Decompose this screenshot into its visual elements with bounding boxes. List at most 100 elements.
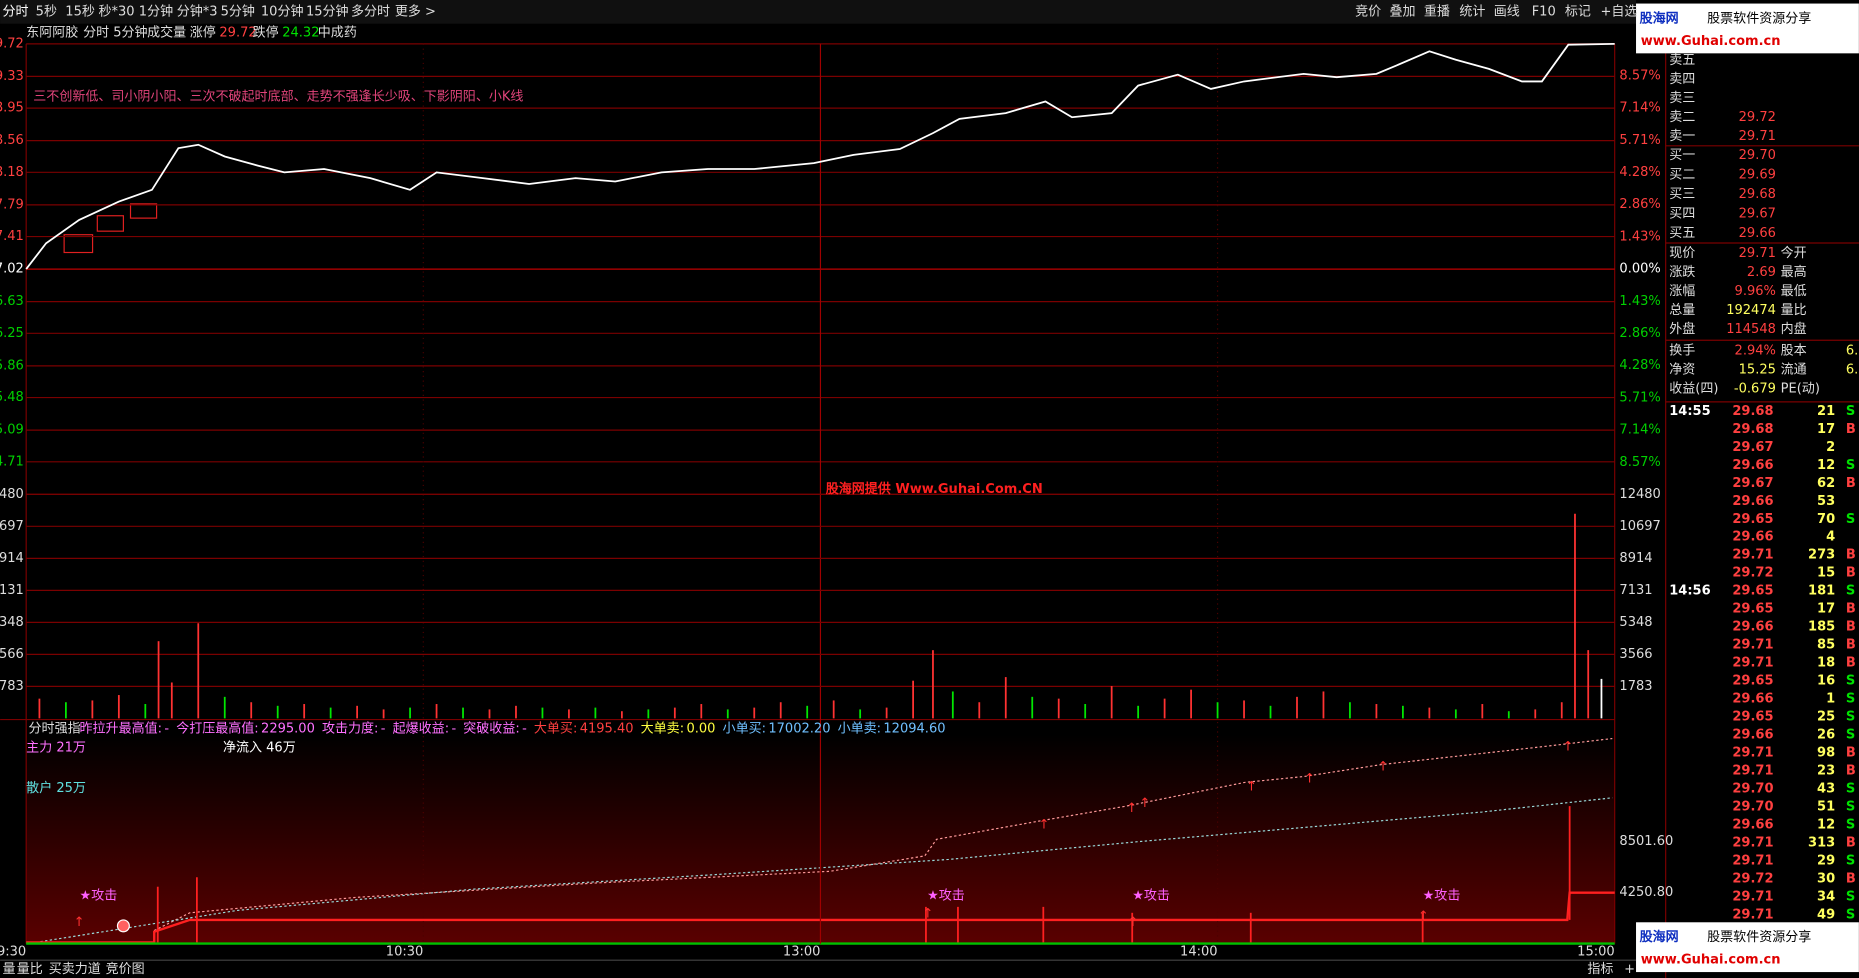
toolbar-item[interactable]: 5秒 <box>36 4 57 19</box>
y2-tick-label: 8.57% <box>1619 68 1660 83</box>
toolbar-item[interactable]: 统计 <box>1459 4 1485 19</box>
trade-side: B <box>1846 764 1856 779</box>
trade-price: 29.72 <box>1732 871 1773 886</box>
trade-side: B <box>1846 638 1856 653</box>
toolbar-item[interactable]: 分时 <box>2 4 28 19</box>
trade-side: S <box>1846 853 1855 868</box>
info-text: 24.32 <box>282 26 319 41</box>
trade-side: S <box>1846 458 1855 473</box>
toolbar-item[interactable]: 5分钟 <box>221 3 255 19</box>
y-tick-label: 6.63 <box>0 294 24 309</box>
svg-text:↑: ↑ <box>1039 818 1050 833</box>
toolbar-item[interactable]: 多分时 <box>351 3 390 19</box>
toolbar-item[interactable]: 秒*30 <box>98 4 134 19</box>
trade-volume: 53 <box>1817 494 1835 509</box>
trade-volume: 29 <box>1817 853 1835 868</box>
trade-volume: 30 <box>1817 871 1835 886</box>
trade-price: 29.65 <box>1732 602 1773 617</box>
stat-value: 2.94% <box>1735 343 1776 358</box>
field-value: 12094.60 <box>883 722 945 737</box>
y2-tick-label: 7.14% <box>1619 423 1660 438</box>
trade-side: B <box>1846 620 1856 635</box>
field-label: 大单卖: <box>641 722 684 737</box>
toolbar-item[interactable]: 1分钟 <box>139 3 173 19</box>
toolbar-item[interactable]: 竞价 <box>1355 3 1381 19</box>
stat-label: 换手 <box>1669 343 1695 358</box>
tab[interactable]: 指标 <box>1587 962 1613 977</box>
y-tick-label: 914 <box>0 551 24 566</box>
toolbar-item[interactable]: 更多 > <box>395 3 436 19</box>
trade-side: S <box>1846 692 1855 707</box>
trade-volume: 70 <box>1817 512 1835 527</box>
tab[interactable]: 竞价图 <box>106 961 145 977</box>
trade-price: 29.66 <box>1732 494 1773 509</box>
tab[interactable]: 量比 <box>17 962 43 977</box>
y2-tick-label: 7.14% <box>1619 101 1660 116</box>
stat-value: 6.5 <box>1846 362 1859 377</box>
signal: ★攻击 <box>1423 889 1461 904</box>
stat-label: 现价 <box>1669 246 1695 261</box>
info-text: 成交量 <box>147 25 186 41</box>
trade-side: S <box>1846 584 1855 599</box>
toolbar-item[interactable]: 标记 <box>1565 4 1591 19</box>
stat-label: 净资 <box>1669 362 1695 377</box>
stat-label: 流通 <box>1781 362 1807 377</box>
toolbar-item[interactable]: +自选 <box>1600 4 1637 19</box>
stat-label: 内盘 <box>1781 321 1807 337</box>
toolbar-item[interactable]: 叠加 <box>1389 4 1415 19</box>
field-value: - <box>164 722 169 737</box>
toolbar-item[interactable]: 15秒 <box>65 4 95 19</box>
y2-tick-label: 5348 <box>1619 615 1652 630</box>
field-value: 4195.40 <box>580 722 634 737</box>
net-label: 净流入 46万 <box>223 741 296 756</box>
trade-price: 29.71 <box>1732 656 1773 671</box>
stat-label: 涨跌 <box>1669 264 1695 280</box>
annotation: 三不创新低、司小阴小阳、三次不破起时底部、走势不强逢长少吸、下影阴阳、小K线 <box>33 89 523 105</box>
trade-volume: 181 <box>1808 584 1835 599</box>
stat-value: -0.679 <box>1734 381 1776 396</box>
y2-tick-label: 1.43% <box>1619 294 1660 309</box>
toolbar-item[interactable]: 重播 <box>1424 3 1450 19</box>
trade-side: B <box>1846 746 1856 761</box>
field-label: 昨拉升最高值: <box>80 721 162 737</box>
trade-time: 14:56 <box>1669 584 1710 599</box>
toolbar-item[interactable]: 分钟*3 <box>177 3 218 19</box>
trade-volume: 17 <box>1817 602 1835 617</box>
signal: ★攻击 <box>1132 889 1170 904</box>
svg-text:↑: ↑ <box>1126 801 1137 816</box>
bid-price: 29.69 <box>1739 167 1776 182</box>
trade-volume: 26 <box>1817 728 1835 743</box>
y-tick-label: 131 <box>0 583 24 598</box>
logo-slogan: 股票软件资源分享 <box>1707 929 1811 945</box>
y-tick-label: 566 <box>0 647 24 662</box>
ask-price: 29.71 <box>1739 129 1776 144</box>
decorations: ↑↑↑↑ ↑↑↑↑ ↑↑ ↑ <box>26 3 1859 973</box>
y-tick-label: 4.71 <box>0 454 24 469</box>
x-tick-label: 14:00 <box>1180 944 1218 959</box>
toolbar-item[interactable]: 10分钟 <box>261 3 304 19</box>
tab[interactable]: 量 <box>2 962 15 977</box>
ask-label: 卖四 <box>1669 72 1695 87</box>
trade-volume: 34 <box>1817 889 1835 904</box>
signal: ★攻击 <box>80 889 118 904</box>
y-tick-label: 5.09 <box>0 423 24 438</box>
toolbar-item[interactable]: 画线 <box>1494 4 1520 19</box>
toolbar-item[interactable]: F10 <box>1532 4 1556 19</box>
logo-url: www.Guhai.com.cn <box>1641 34 1781 49</box>
trade-volume: 185 <box>1808 620 1835 635</box>
stat-label: 最高 <box>1781 264 1807 280</box>
bid-price: 29.66 <box>1739 226 1776 241</box>
svg-text:↑: ↑ <box>1563 739 1574 754</box>
trade-volume: 15 <box>1817 566 1835 581</box>
trade-price: 29.65 <box>1732 710 1773 725</box>
y-tick-label: 8.56 <box>0 133 24 148</box>
tab[interactable]: 买卖力道 <box>49 962 101 977</box>
y-tick-label: 7.02 <box>0 262 24 277</box>
bid-price: 29.67 <box>1739 206 1776 221</box>
svg-text:↑: ↑ <box>1127 915 1138 930</box>
tab[interactable]: + <box>1624 962 1635 977</box>
field-label: 起爆收益: <box>393 722 449 737</box>
stat-label: 今开 <box>1781 245 1807 261</box>
toolbar-item[interactable]: 15分钟 <box>306 3 349 19</box>
